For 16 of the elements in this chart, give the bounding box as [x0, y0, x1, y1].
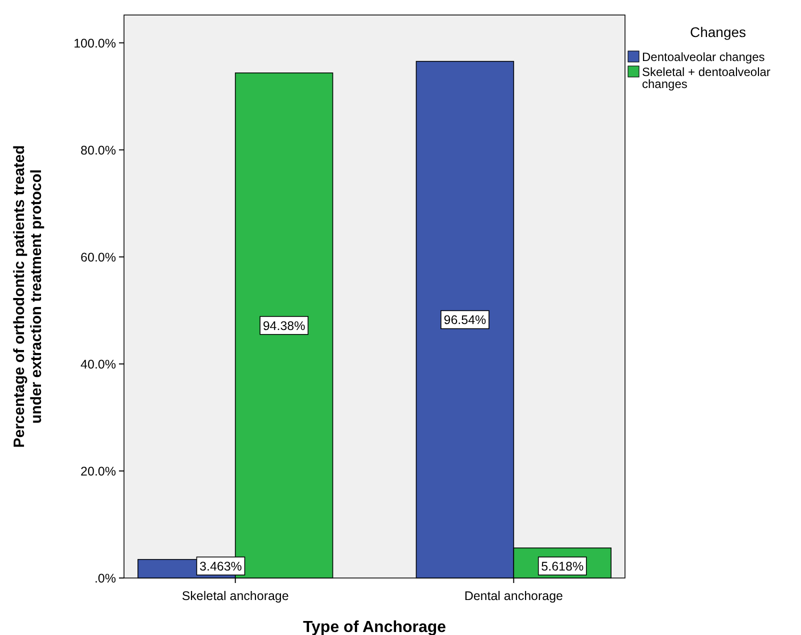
y-tick-label: 100.0%	[74, 36, 116, 50]
y-tick-label: .0%	[94, 572, 116, 586]
data-label: 96.54%	[444, 313, 486, 328]
data-label: 5.618%	[541, 560, 584, 574]
data-label: 94.38%	[262, 318, 306, 333]
legend-label: Skeletal + dentoalveolar changes	[642, 65, 770, 91]
y-tick-label: 80.0%	[80, 143, 116, 158]
y-tick-label: 60.0%	[80, 250, 116, 264]
x-tick-label: Skeletal anchorage	[182, 589, 289, 603]
data-label: 3.463%	[200, 560, 242, 574]
legend-title: Changes	[690, 24, 746, 40]
x-tick-label: Dental anchorage	[464, 589, 564, 603]
y-tick-label: 40.0%	[80, 357, 116, 372]
y-axis-title: Percentage of orthodontic patients treated under extraction treatment protocol	[11, 145, 45, 448]
legend-label: Dentoalveolar changes	[642, 50, 765, 64]
y-tick-label: 20.0%	[80, 464, 116, 478]
